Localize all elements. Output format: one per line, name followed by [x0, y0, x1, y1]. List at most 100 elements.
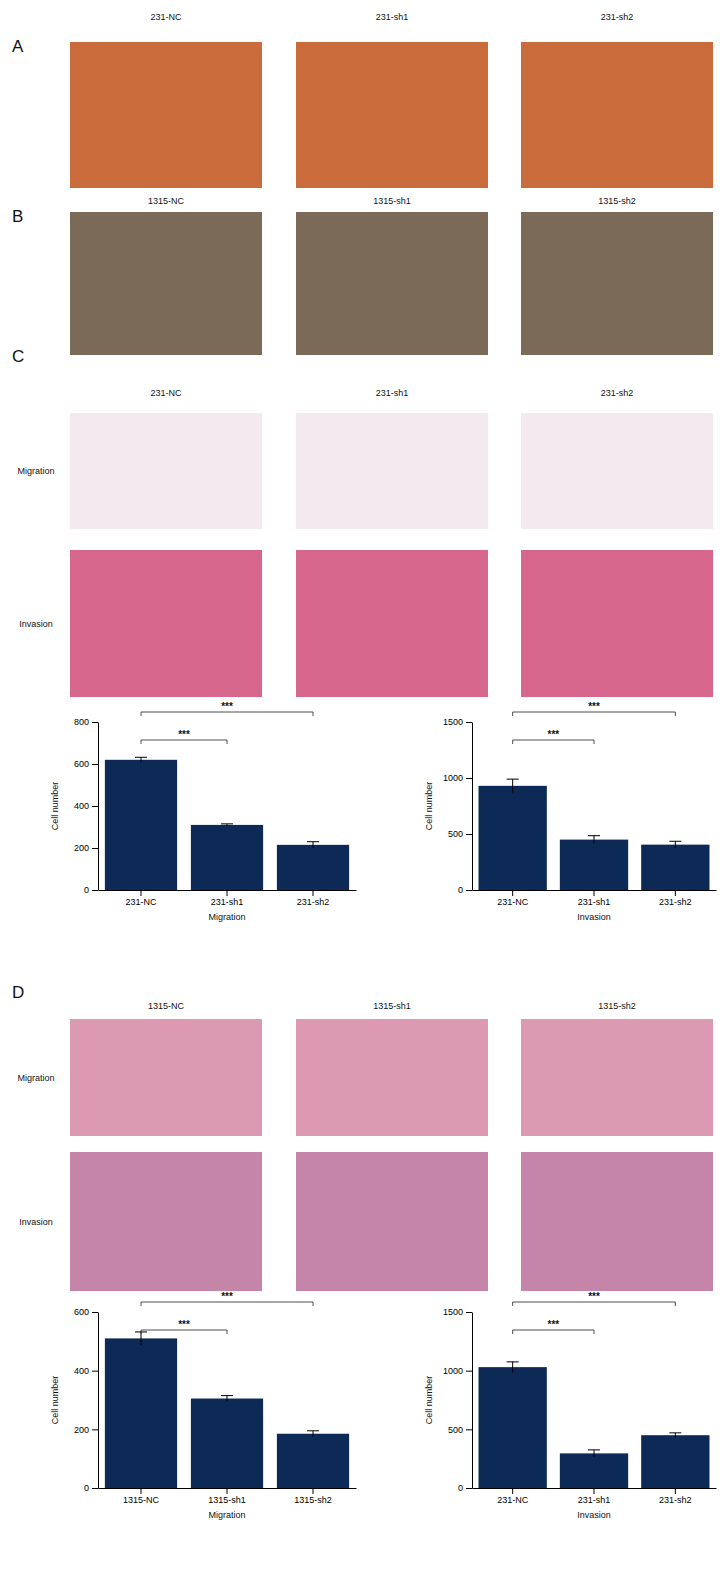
- figure: A231-NC231-sh1231-sh2B1315-NC1315-sh1131…: [0, 0, 720, 1571]
- tick-label: 231-NC: [497, 1495, 529, 1505]
- error-cap: [135, 757, 147, 758]
- bracket-line: [141, 740, 227, 744]
- significance-label: ***: [221, 701, 233, 712]
- tick: 231-NC: [497, 890, 529, 907]
- tick-label: 500: [448, 1425, 463, 1435]
- micrograph: [521, 212, 713, 355]
- bar-chart: 0200400600800231-NC231-sh1231-sh2Migrati…: [50, 701, 357, 922]
- tick-mark: [92, 890, 98, 891]
- tick: 231-sh2: [659, 890, 692, 907]
- tick-label: 600: [74, 759, 89, 769]
- y-axis-title: Cell number: [50, 1376, 60, 1425]
- y-axis-title: Cell number: [424, 1376, 434, 1425]
- tick-mark: [466, 834, 472, 835]
- bar: [560, 1453, 628, 1488]
- tick: 0: [458, 885, 472, 895]
- column-title: 231-sh1: [376, 388, 409, 398]
- x-axis-title: Migration: [208, 912, 245, 922]
- panel: C231-NC231-sh1231-sh2MigrationInvasion: [12, 347, 713, 697]
- tick-mark: [92, 1429, 98, 1430]
- tick: 231-sh1: [211, 890, 244, 907]
- tick-mark: [466, 1429, 472, 1430]
- tick-mark: [594, 1488, 595, 1494]
- column-title: 231-sh2: [601, 388, 634, 398]
- tick: 231-sh2: [297, 890, 330, 907]
- bar: [641, 845, 709, 890]
- tick-label: 231-sh1: [578, 1495, 611, 1505]
- tick-label: 800: [74, 717, 89, 727]
- plot-area: [479, 779, 710, 890]
- tick-mark: [227, 890, 228, 896]
- x-axis: 231-NC231-sh1231-sh2: [99, 890, 357, 907]
- tick: 231-sh1: [578, 890, 611, 907]
- tick-mark: [466, 1488, 472, 1489]
- x-axis-title: Migration: [208, 1510, 245, 1520]
- error-bar: [594, 1450, 595, 1457]
- tick-mark: [512, 1488, 513, 1494]
- significance-label: ***: [221, 1291, 233, 1302]
- column-title: 1315-sh1: [373, 1001, 411, 1011]
- bracket-line: [141, 712, 313, 716]
- panel-label: C: [12, 347, 24, 366]
- tick: 600: [74, 759, 98, 769]
- tick-mark: [512, 890, 513, 896]
- significance-bracket: ***: [513, 729, 594, 744]
- tick-mark: [466, 722, 472, 723]
- error-bar: [141, 757, 142, 762]
- tick-mark: [92, 848, 98, 849]
- error-cap: [669, 1432, 681, 1433]
- tick-mark: [227, 1488, 228, 1494]
- tick-mark: [92, 1488, 98, 1489]
- y-axis-title: Cell number: [424, 782, 434, 831]
- tick: 1500: [443, 1307, 472, 1317]
- error-bar: [594, 836, 595, 844]
- error-cap: [307, 841, 319, 842]
- significance-label: ***: [178, 1319, 190, 1330]
- row-label: Invasion: [19, 1217, 53, 1227]
- tick-mark: [466, 890, 472, 891]
- bracket-line: [513, 1330, 594, 1334]
- tick: 1000: [443, 773, 472, 783]
- tick: 1315-sh1: [208, 1488, 246, 1505]
- bar: [479, 786, 547, 890]
- tick-mark: [313, 1488, 314, 1494]
- y-axis: 0200400600800: [74, 717, 99, 895]
- tick: 231-NC: [497, 1488, 529, 1505]
- tick-mark: [141, 890, 142, 896]
- significance-label: ***: [178, 729, 190, 740]
- bar: [191, 1399, 263, 1488]
- panel-label: D: [12, 983, 24, 1002]
- tick-mark: [92, 1312, 98, 1313]
- tick-label: 400: [74, 1366, 89, 1376]
- error-cap: [669, 841, 681, 842]
- error-bar: [512, 779, 513, 792]
- column-title: 231-NC: [150, 388, 182, 398]
- bar-chart: 050010001500231-NC231-sh1231-sh2Invasion…: [424, 1291, 717, 1520]
- error-bar: [512, 1362, 513, 1373]
- tick: 400: [74, 1366, 98, 1376]
- bracket-line: [513, 740, 594, 744]
- tick-label: 400: [74, 801, 89, 811]
- x-axis-title: Invasion: [577, 1510, 611, 1520]
- significance-bracket: ***: [141, 729, 227, 744]
- error-bar: [675, 841, 676, 848]
- plot-area: [105, 1332, 349, 1488]
- axis-line: [472, 1313, 473, 1489]
- x-axis-title: Invasion: [577, 912, 611, 922]
- significance-bracket: ***: [141, 1291, 313, 1306]
- row-label: Migration: [17, 1073, 54, 1083]
- column-title: 231-sh1: [376, 12, 409, 22]
- error-bar: [227, 1396, 228, 1402]
- column-title: 1315-NC: [148, 1001, 185, 1011]
- tick: 800: [74, 717, 98, 727]
- bar: [105, 1338, 177, 1488]
- column-title: 231-sh2: [601, 12, 634, 22]
- tick-mark: [92, 764, 98, 765]
- tick: 231-sh1: [578, 1488, 611, 1505]
- error-cap: [507, 1361, 519, 1362]
- panel: A231-NC231-sh1231-sh2: [12, 12, 713, 188]
- axis-line: [98, 1313, 99, 1489]
- tick-label: 1315-sh2: [294, 1495, 332, 1505]
- axis-line: [98, 723, 99, 891]
- bracket-line: [141, 1330, 227, 1334]
